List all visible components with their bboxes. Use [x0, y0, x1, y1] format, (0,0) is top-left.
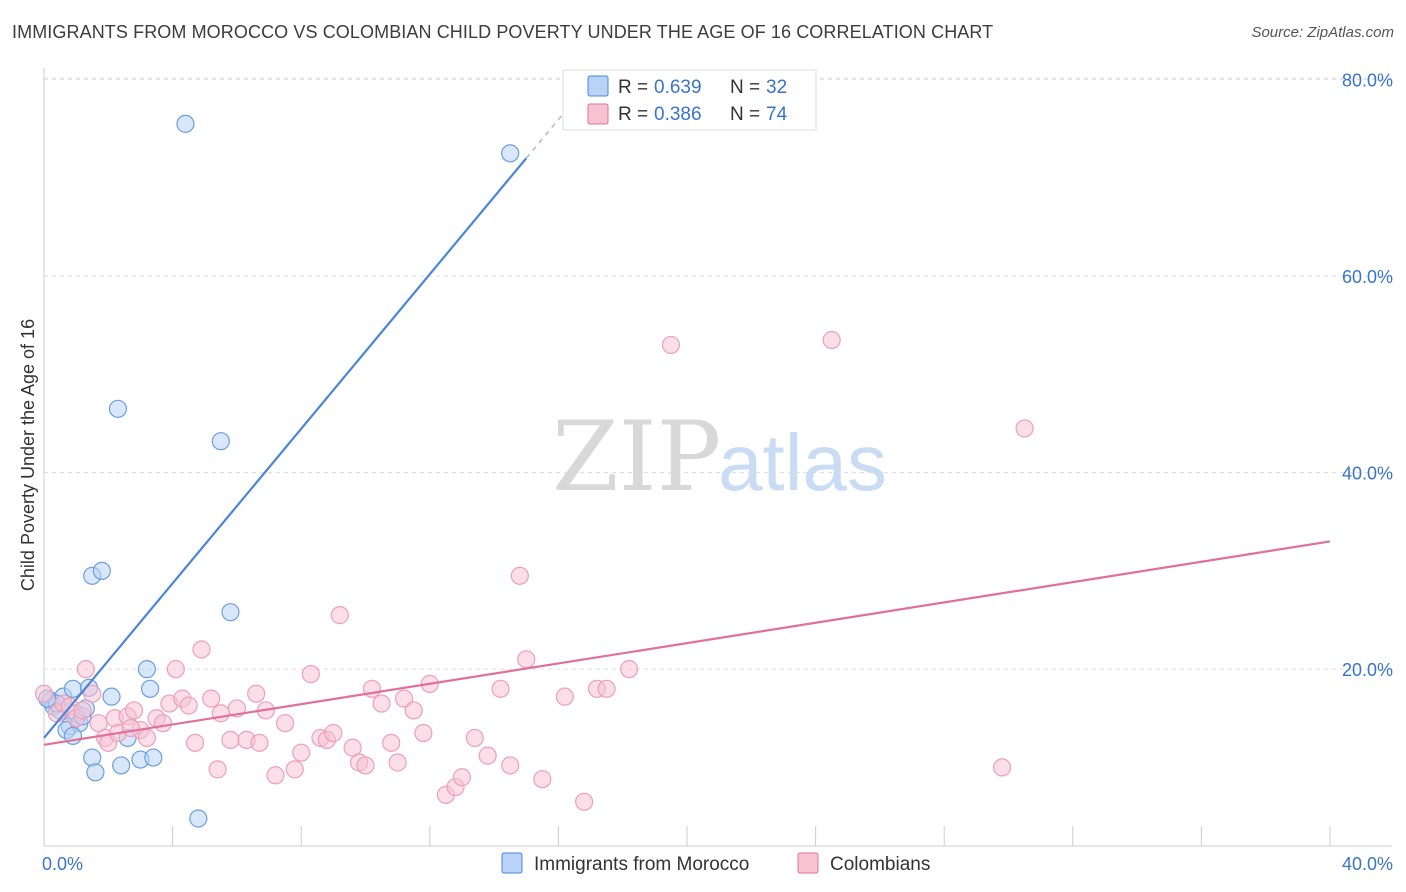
point-colombians	[478, 746, 497, 765]
point-colombians	[247, 684, 266, 703]
x-tick-label: 40.0%	[1342, 854, 1393, 874]
point-colombians	[208, 760, 227, 779]
point-colombians	[276, 714, 295, 733]
stats-n-label-morocco: N =	[730, 77, 760, 98]
point-colombians	[388, 753, 407, 772]
y-tick-label: 40.0%	[1342, 464, 1393, 484]
point-morocco	[189, 809, 208, 828]
point-colombians	[491, 679, 510, 698]
data-points	[34, 114, 1034, 828]
point-colombians	[202, 689, 221, 708]
point-colombians	[192, 640, 211, 659]
point-morocco	[92, 561, 111, 581]
point-colombians	[266, 766, 285, 785]
y-axis-label: Child Poverty Under the Age of 16	[18, 319, 38, 591]
legend-swatch-colombians	[797, 852, 819, 874]
point-colombians	[414, 723, 433, 743]
point-morocco	[144, 748, 163, 767]
watermark-zip: ZIP	[552, 401, 721, 513]
point-morocco	[501, 144, 520, 163]
y-tick-label: 80.0%	[1342, 71, 1393, 91]
point-colombians	[83, 684, 102, 703]
point-colombians	[124, 701, 144, 720]
chart-title: IMMIGRANTS FROM MOROCCO VS COLOMBIAN CHI…	[12, 22, 994, 42]
axes	[43, 68, 1392, 847]
point-colombians	[555, 687, 574, 706]
legend-swatch-morocco	[501, 852, 523, 874]
point-morocco	[102, 687, 121, 706]
stats-r-label-morocco: R =	[618, 77, 648, 98]
point-colombians	[394, 689, 414, 708]
point-colombians	[285, 760, 304, 779]
point-morocco	[140, 679, 160, 698]
point-colombians	[34, 684, 54, 703]
point-morocco	[86, 763, 105, 782]
trend-line-colombians	[43, 540, 1331, 746]
stats-legend: R = 0.639 N = 32 R = 0.386 N = 74	[562, 69, 817, 131]
y-tick-label: 60.0%	[1342, 267, 1393, 287]
series-legend: Immigrants from Morocco Colombians	[501, 852, 930, 875]
point-colombians	[137, 728, 156, 748]
point-colombians	[250, 733, 269, 752]
point-colombians	[73, 701, 92, 720]
legend-label-morocco: Immigrants from Morocco	[534, 854, 749, 875]
point-colombians	[661, 335, 681, 355]
point-colombians	[121, 718, 140, 738]
point-colombians	[221, 730, 240, 749]
point-colombians	[292, 743, 311, 762]
x-tick-label: 0.0%	[42, 854, 83, 874]
gridlines	[44, 77, 1392, 670]
point-colombians	[372, 694, 391, 713]
watermark: ZIP atlas	[552, 401, 887, 513]
stats-r-value-morocco: 0.639	[654, 77, 702, 98]
trend-line-morocco	[43, 157, 528, 739]
point-colombians	[465, 728, 484, 748]
stats-r-label-colombians: R =	[618, 104, 648, 125]
y-tick-label: 20.0%	[1342, 660, 1393, 680]
point-morocco	[83, 748, 102, 767]
point-morocco	[108, 399, 128, 418]
point-morocco	[176, 114, 195, 133]
point-colombians	[452, 768, 472, 787]
point-colombians	[597, 679, 616, 698]
point-colombians	[404, 701, 423, 720]
point-colombians	[356, 756, 375, 775]
point-colombians	[382, 733, 401, 752]
point-colombians	[166, 660, 185, 679]
point-colombians	[510, 566, 529, 585]
point-morocco	[137, 660, 156, 679]
point-colombians	[1015, 419, 1034, 438]
legend-label-colombians: Colombians	[830, 854, 930, 875]
stats-swatch-morocco	[587, 75, 609, 97]
point-colombians	[324, 723, 343, 743]
point-colombians	[992, 758, 1012, 777]
point-colombians	[533, 770, 552, 789]
watermark-atlas: atlas	[718, 418, 887, 507]
point-colombians	[153, 714, 173, 733]
point-morocco	[112, 756, 131, 775]
point-colombians	[330, 606, 349, 625]
point-colombians	[301, 664, 320, 684]
point-colombians	[179, 696, 198, 715]
point-morocco	[211, 432, 230, 451]
stats-n-label-colombians: N =	[730, 104, 760, 125]
stats-n-value-colombians: 74	[766, 104, 788, 125]
tick-labels: 20.0% 40.0% 60.0% 80.0% 0.0% 40.0%	[42, 71, 1393, 874]
point-colombians	[517, 650, 536, 669]
stats-swatch-colombians	[587, 103, 609, 125]
point-morocco	[221, 603, 240, 622]
point-colombians	[822, 330, 841, 350]
point-colombians	[620, 660, 639, 679]
stats-n-value-morocco: 32	[766, 77, 787, 98]
point-colombians	[76, 660, 95, 679]
point-colombians	[211, 704, 230, 723]
source-credit: Source: ZipAtlas.com	[1251, 24, 1394, 41]
point-colombians	[501, 756, 520, 775]
stats-r-value-colombians: 0.386	[654, 104, 702, 125]
point-colombians	[186, 733, 205, 752]
point-colombians	[575, 792, 594, 811]
